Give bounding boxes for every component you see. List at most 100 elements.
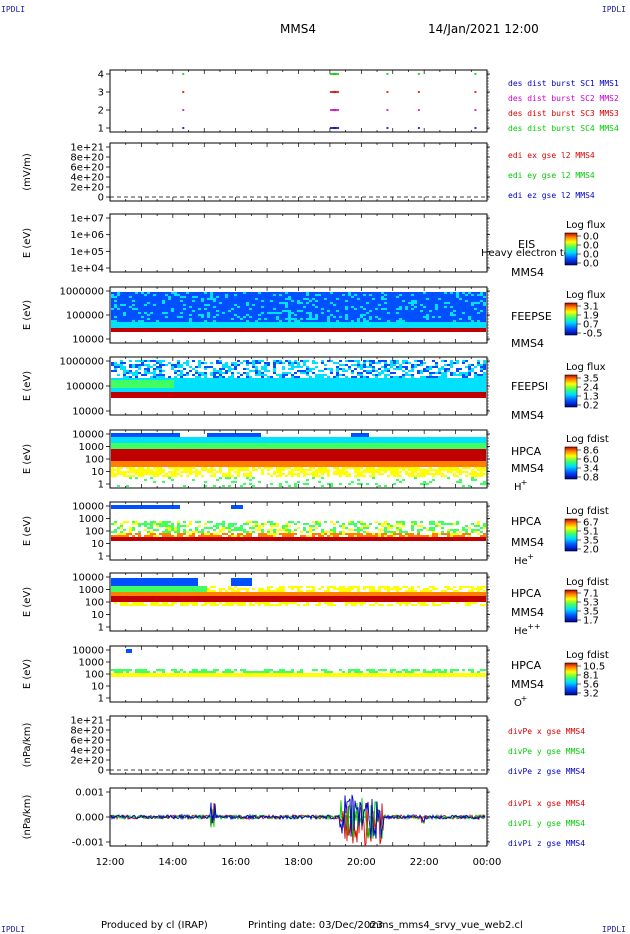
feepsi-cell bbox=[222, 386, 225, 388]
burst-marker bbox=[417, 109, 420, 111]
feepsi-cell bbox=[315, 394, 318, 396]
feepse-cell bbox=[318, 318, 321, 320]
feepse-cell bbox=[249, 310, 252, 312]
feepsi-cell bbox=[258, 372, 261, 374]
feepsi-cell bbox=[438, 394, 441, 396]
feepse-cell bbox=[378, 320, 381, 322]
feepse-cell bbox=[192, 330, 195, 332]
feepse-cell bbox=[372, 326, 375, 328]
feepsi-cell bbox=[195, 388, 198, 390]
feepse-cell bbox=[330, 316, 333, 318]
feepse-cell bbox=[189, 310, 192, 312]
feepse-cell bbox=[438, 322, 441, 324]
feepsi-cell bbox=[309, 396, 312, 398]
feepsi-cell bbox=[258, 362, 261, 364]
feepsi-cell bbox=[159, 388, 162, 390]
feepsi-cell bbox=[456, 394, 459, 396]
feepse-cell bbox=[450, 314, 453, 316]
feepsi-cell bbox=[360, 392, 363, 394]
feepsi-cell bbox=[261, 378, 264, 380]
feepse-cell bbox=[234, 308, 237, 310]
feepsi-cell bbox=[426, 382, 429, 384]
feepse-cell bbox=[405, 304, 408, 306]
feepsi-cell bbox=[396, 392, 399, 394]
feepsi-cell bbox=[177, 374, 180, 376]
feepsi-cell bbox=[180, 390, 183, 392]
feepsi-cell bbox=[375, 380, 378, 382]
feepse-cell bbox=[153, 296, 156, 298]
feepsi-cell bbox=[198, 380, 201, 382]
feepse-cell bbox=[240, 302, 243, 304]
feepsi-cell bbox=[297, 386, 300, 388]
feepse-cell bbox=[468, 318, 471, 320]
feepsi-cell bbox=[435, 388, 438, 390]
feepsi-cell bbox=[321, 360, 324, 362]
feepsi-cell bbox=[267, 378, 270, 380]
eis-instrument-label: EIS bbox=[518, 238, 535, 251]
feepse-cell bbox=[342, 318, 345, 320]
feepse-cell bbox=[432, 292, 435, 294]
feepse-cell bbox=[414, 292, 417, 294]
feepsi-cell bbox=[444, 378, 447, 380]
feepsi-cell bbox=[207, 382, 210, 384]
feepse-cell bbox=[213, 292, 216, 294]
feepse-cell bbox=[159, 302, 162, 304]
feepse-cell bbox=[414, 308, 417, 310]
feepsi-cell bbox=[279, 388, 282, 390]
feepsi-cell bbox=[324, 364, 327, 366]
feepse-cell bbox=[234, 298, 237, 300]
feepsi-cell bbox=[327, 380, 330, 382]
feepsi-cell bbox=[468, 390, 471, 392]
feepse-cell bbox=[402, 302, 405, 304]
feepse-cell bbox=[240, 330, 243, 332]
feepsi-cell bbox=[465, 394, 468, 396]
feepse-cell bbox=[204, 316, 207, 318]
feepsi-cell bbox=[273, 362, 276, 364]
feepsi-cell bbox=[174, 372, 177, 374]
feepse-cell bbox=[138, 314, 141, 316]
feepse-cell bbox=[183, 322, 186, 324]
feepse-cell bbox=[321, 328, 324, 330]
feepsi-cell bbox=[345, 378, 348, 380]
feepsi-cell bbox=[405, 394, 408, 396]
feepse-cell bbox=[459, 308, 462, 310]
feepse-cell bbox=[309, 292, 312, 294]
feepsi-cell bbox=[174, 384, 177, 386]
feepse-cell bbox=[363, 324, 366, 326]
feepse-cell bbox=[141, 298, 144, 300]
feepsi-cell bbox=[465, 374, 468, 376]
feepsi-cell bbox=[162, 394, 165, 396]
feepsi-cell bbox=[258, 380, 261, 382]
feepse-cell bbox=[246, 322, 249, 324]
feepse-cell bbox=[285, 316, 288, 318]
hpca-h-cell bbox=[123, 437, 126, 439]
feepsi-cell bbox=[444, 368, 447, 370]
feepse-cell bbox=[279, 310, 282, 312]
feepse-cell bbox=[357, 318, 360, 320]
feepsi-cell bbox=[375, 374, 378, 376]
feepse-cell bbox=[162, 322, 165, 324]
feepse-cell bbox=[447, 308, 450, 310]
feepse-cell bbox=[462, 304, 465, 306]
feepse-cell bbox=[291, 308, 294, 310]
feepse-cell bbox=[168, 306, 171, 308]
feepse-cell bbox=[441, 328, 444, 330]
feepse-cell bbox=[267, 328, 270, 330]
feepse-cell bbox=[474, 318, 477, 320]
feepse-cell bbox=[375, 316, 378, 318]
feepsi-cell bbox=[483, 364, 486, 366]
feepsi-cell bbox=[171, 380, 174, 382]
feepse-cell bbox=[366, 316, 369, 318]
feepse-cell bbox=[327, 302, 330, 304]
feepse-cell bbox=[195, 318, 198, 320]
feepse-cell bbox=[312, 322, 315, 324]
feepse-cell bbox=[378, 292, 381, 294]
feepsi-cell bbox=[315, 374, 318, 376]
feepsi-cell bbox=[438, 378, 441, 380]
feepse-cell bbox=[282, 294, 285, 296]
feepse-cell bbox=[114, 318, 117, 320]
feepse-cell bbox=[288, 314, 291, 316]
feepse-cell bbox=[432, 314, 435, 316]
feepsi-cell bbox=[480, 366, 483, 368]
feepse-cell bbox=[375, 314, 378, 316]
